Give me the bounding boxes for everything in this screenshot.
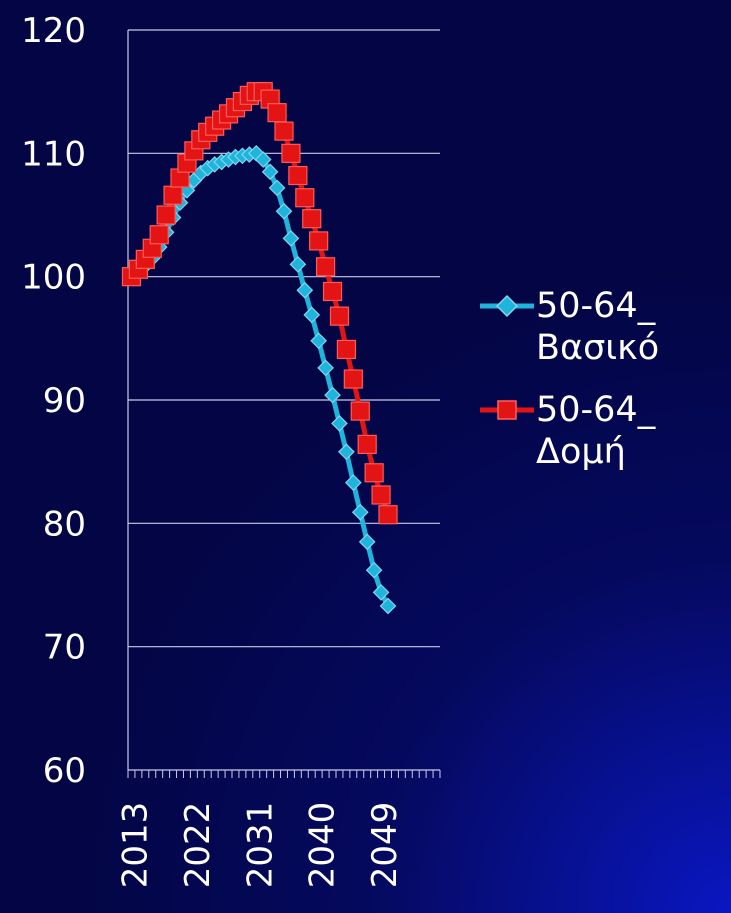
data-point-diamond (289, 255, 307, 273)
x-axis-tick-labels: 2013 2022 2031 2040 2049 (115, 802, 405, 889)
legend-entry-structure: 50-64_Δομή (478, 389, 728, 473)
series-1 (121, 82, 398, 525)
data-point-square (302, 209, 322, 229)
data-point-square (322, 281, 343, 302)
data-point-diamond (372, 584, 390, 601)
y-axis-tick-labels: 60 70 80 90 100 110 120 (21, 11, 86, 791)
axes (127, 30, 441, 778)
y-tick-label: 100 (21, 258, 86, 298)
legend: 50-64_Βασικό 50-64_Δομή (478, 285, 728, 493)
legend-label-basic: 50-64_Βασικό (536, 286, 660, 368)
y-tick-label: 90 (43, 381, 86, 421)
legend-marker-diamond-icon (480, 294, 534, 318)
x-tick-label: 2013 (115, 802, 155, 889)
data-point-diamond (351, 503, 369, 521)
data-point-square (274, 121, 294, 141)
data-point-diamond (303, 306, 321, 324)
data-point-diamond (310, 332, 328, 350)
data-point-diamond (324, 386, 341, 404)
x-tick-label: 2031 (240, 802, 280, 889)
data-point-diamond (254, 151, 272, 168)
data-point-square (295, 188, 315, 208)
data-point-diamond (379, 597, 397, 615)
data-point-diamond (282, 230, 300, 247)
legend-marker-square-icon (480, 400, 534, 420)
data-point-square (316, 257, 336, 277)
data-point-square (281, 143, 301, 163)
legend-label-structure: 50-64_Δομή (536, 390, 656, 472)
data-point-diamond (296, 281, 314, 299)
y-tick-label: 120 (21, 11, 86, 51)
data-point-square (156, 205, 176, 225)
data-point-square (288, 165, 308, 186)
x-tick-label: 2040 (303, 802, 343, 889)
data-point-square (371, 485, 391, 505)
data-point-square (163, 185, 183, 205)
series-0 (123, 144, 397, 615)
data-point-diamond (358, 533, 376, 551)
data-point-square (343, 369, 363, 389)
legend-square-structure (497, 400, 517, 420)
data-point-square (309, 231, 329, 251)
data-point-diamond (261, 163, 279, 181)
data-point-diamond (365, 561, 383, 579)
y-tick-label: 70 (43, 628, 86, 668)
y-tick-label: 110 (21, 134, 86, 174)
y-tick-label: 60 (43, 751, 86, 791)
data-point-diamond (275, 202, 293, 220)
data-point-diamond (338, 443, 355, 461)
data-point-diamond (317, 359, 334, 377)
data-point-square (378, 505, 398, 525)
data-point-square (336, 339, 356, 360)
data-point-diamond (268, 179, 286, 197)
legend-entry-basic: 50-64_Βασικό (478, 285, 728, 369)
data-point-square (357, 434, 377, 454)
x-tick-label: 2022 (178, 802, 218, 889)
data-point-square (350, 401, 370, 421)
legend-diamond-basic (495, 294, 519, 318)
data-point-square (267, 103, 287, 123)
data-point-diamond (331, 415, 348, 432)
data-point-square (364, 463, 384, 483)
series-layer (121, 82, 398, 615)
x-tick-label: 2049 (365, 802, 405, 889)
data-point-square (149, 225, 169, 245)
data-point-square (329, 306, 350, 326)
y-tick-label: 80 (43, 504, 86, 544)
data-point-diamond (344, 474, 362, 491)
